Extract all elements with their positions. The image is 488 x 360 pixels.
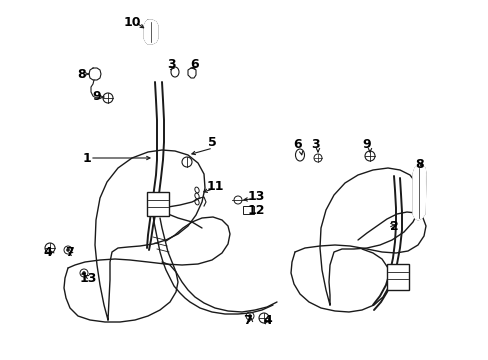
Text: 10: 10 [123,15,141,28]
Circle shape [66,248,69,252]
Text: 3: 3 [167,58,176,71]
Text: 8: 8 [415,158,424,171]
Circle shape [248,315,251,318]
Text: 2: 2 [389,220,398,233]
Text: 13: 13 [79,273,97,285]
Polygon shape [143,20,158,44]
Circle shape [82,271,85,274]
Text: 7: 7 [243,315,252,328]
FancyBboxPatch shape [242,206,253,213]
Text: 1: 1 [82,152,91,165]
Text: 9: 9 [93,90,101,104]
Text: 4: 4 [43,247,52,260]
Text: 11: 11 [206,180,224,193]
Polygon shape [412,166,425,220]
Text: 12: 12 [247,203,264,216]
Text: 4: 4 [263,315,272,328]
Text: 6: 6 [190,58,199,71]
FancyBboxPatch shape [147,192,169,216]
Text: 9: 9 [362,138,370,150]
Text: 6: 6 [293,138,302,150]
Text: 7: 7 [64,247,73,260]
Text: 8: 8 [78,68,86,81]
FancyBboxPatch shape [386,264,408,290]
Text: 5: 5 [207,136,216,149]
Text: 3: 3 [311,138,320,150]
Text: 13: 13 [247,189,264,202]
